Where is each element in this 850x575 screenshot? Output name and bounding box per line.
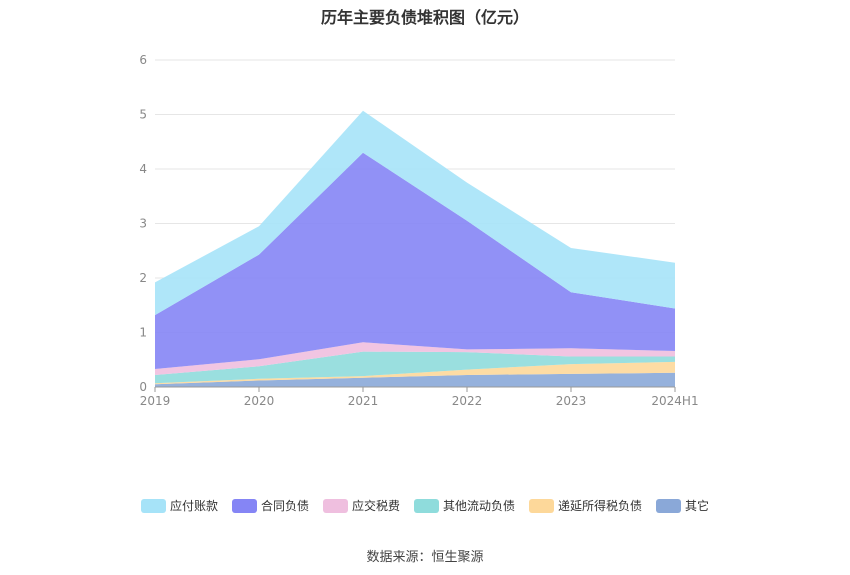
legend-swatch bbox=[140, 498, 166, 513]
area-应付账款[interactable] bbox=[155, 110, 675, 316]
x-tick-label: 2020 bbox=[244, 394, 275, 408]
area-应交税费[interactable] bbox=[155, 342, 675, 375]
legend-swatch bbox=[529, 498, 555, 513]
y-tick-label: 1 bbox=[139, 326, 147, 340]
legend-label: 合同负债 bbox=[260, 499, 309, 513]
legend-item[interactable]: 其他流动负债 bbox=[414, 497, 515, 514]
x-tick-label: 2019 bbox=[140, 394, 171, 408]
legend: 应付账款 合同负债 应交税费 其他流动负债 递延所得税负债 其它 bbox=[0, 497, 850, 514]
legend-label: 递延所得税负债 bbox=[558, 499, 643, 513]
legend-swatch bbox=[322, 498, 348, 513]
y-tick-label: 3 bbox=[139, 217, 147, 231]
legend-label: 应交税费 bbox=[351, 499, 400, 513]
legend-label: 其它 bbox=[685, 499, 710, 513]
area-合同负债[interactable] bbox=[155, 152, 675, 369]
axes: 0 1 2 3 4 5 6 2019 2020 2021 2022 2023 2024H1 bbox=[139, 53, 698, 408]
y-tick-label: 2 bbox=[139, 271, 147, 285]
y-tick-label: 4 bbox=[139, 162, 147, 176]
area-其他流动负债[interactable] bbox=[155, 351, 675, 384]
legend-item[interactable]: 其它 bbox=[656, 497, 709, 514]
x-tick-label: 2021 bbox=[348, 394, 379, 408]
legend-swatch bbox=[414, 498, 439, 513]
legend-item[interactable]: 合同负债 bbox=[231, 497, 309, 514]
y-tick-label: 0 bbox=[139, 380, 147, 394]
y-tick-label: 6 bbox=[139, 53, 147, 67]
y-tick-label: 5 bbox=[139, 108, 147, 122]
legend-swatch bbox=[231, 498, 257, 513]
x-tick-label: 2024H1 bbox=[651, 394, 698, 408]
area-series[interactable] bbox=[155, 110, 675, 387]
area-递延所得税负债[interactable] bbox=[155, 361, 675, 385]
chart-title: 历年主要负债堆积图（亿元） bbox=[320, 8, 529, 27]
legend-item[interactable]: 递延所得税负债 bbox=[529, 497, 642, 514]
source-note: 数据来源：恒生聚源 bbox=[366, 550, 484, 565]
x-tick-label: 2022 bbox=[452, 394, 483, 408]
legend-label: 应付账款 bbox=[169, 499, 218, 513]
x-tick-label: 2023 bbox=[556, 394, 587, 408]
area-其它[interactable] bbox=[155, 372, 675, 387]
legend-item[interactable]: 应交税费 bbox=[322, 497, 400, 514]
legend-swatch bbox=[656, 498, 682, 513]
legend-label: 其他流动负债 bbox=[443, 499, 516, 513]
legend-item[interactable]: 应付账款 bbox=[140, 497, 218, 514]
